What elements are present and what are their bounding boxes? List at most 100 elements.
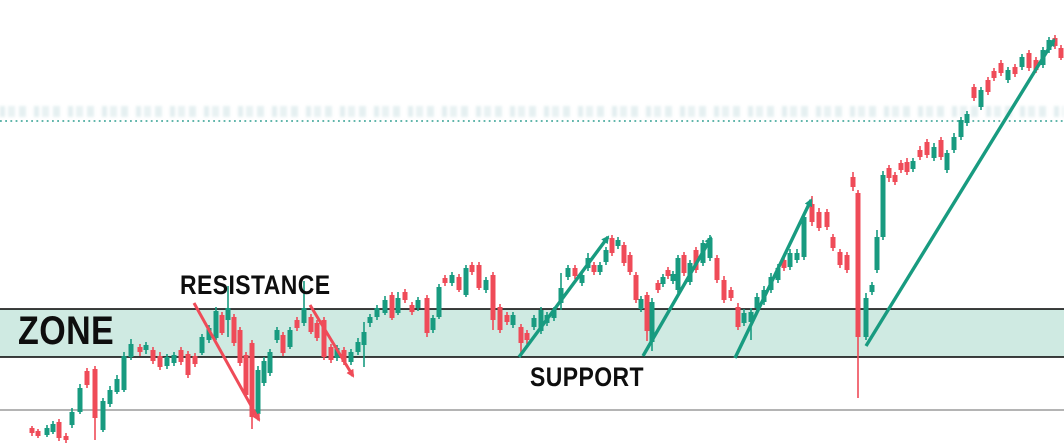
candle [436,284,442,319]
candle [490,272,496,330]
candle [638,296,644,312]
candle-body [121,356,127,390]
candle-body [255,370,261,414]
candle-body [35,431,41,436]
candle-body [675,258,681,290]
candle [675,255,681,293]
candle [728,287,734,301]
candle-body [430,318,436,330]
candle-body [107,390,113,404]
candle [261,357,267,386]
candle-body [92,369,98,418]
candle [328,344,334,363]
candle-body [334,348,340,358]
candle [964,111,970,126]
candle [424,295,430,337]
up-trend-arrow [864,38,1056,347]
candle-body [524,333,530,340]
candle [456,274,462,292]
candle [971,84,977,101]
candle-body [308,317,314,332]
candle [985,77,991,95]
candle-body [56,422,62,438]
candle-body [1005,70,1011,80]
candle [644,292,650,341]
candle-body [415,300,421,308]
candle-body [609,238,615,253]
candle-body [681,255,687,273]
candle-body [633,275,639,300]
candle [938,137,944,160]
candle-body [938,140,944,157]
candle [107,386,113,407]
candle-body [591,265,597,272]
candle-body [367,317,373,323]
candle-body [824,212,830,227]
candle-body [143,345,149,350]
candle-body [794,253,800,260]
candle-body [603,250,609,262]
candle-body [29,428,35,433]
candle-body [741,313,747,323]
resistance-label: RESISTANCE [180,270,331,300]
candle [524,330,530,344]
candle [665,267,671,279]
candle-body [809,204,815,222]
candle [157,352,163,370]
candle [898,160,904,173]
candle-body [436,287,442,317]
candle-body [442,278,448,283]
candle [874,230,880,273]
candle-body [328,347,334,360]
zone-fill [0,309,1064,357]
candle-body [665,270,671,276]
candle-body [294,320,300,328]
candle-body [572,268,578,276]
candle [255,366,261,417]
candle [199,334,205,355]
candle-body [985,80,991,92]
candle-body [237,330,243,363]
candle-body [185,354,191,375]
candle-body [469,265,475,272]
support-resistance-zone [0,308,1064,358]
candle-body [348,352,354,362]
candle [670,271,676,284]
candle-body [579,275,585,283]
candle-body [781,260,787,268]
candle-body [944,153,950,170]
candle [597,262,603,275]
candle-body [44,428,50,435]
candle-body [382,300,388,313]
candle [171,352,177,366]
candle-body [844,255,850,270]
candle [213,307,219,340]
support-label: SUPPORT [530,362,644,392]
candle [1019,54,1025,70]
candle-body [374,308,380,317]
candle-body [670,274,676,281]
candle-body [63,436,69,440]
candle [917,146,923,160]
candle [267,349,273,376]
candle-body [1058,48,1064,58]
candle-body [225,308,231,320]
candle [801,213,807,260]
candle [100,398,106,432]
candle [44,425,50,437]
candle-body [531,318,537,327]
candle-body [565,268,571,277]
candle [910,158,916,172]
candle [294,317,300,331]
candle [409,302,415,315]
candle [382,296,388,315]
candle [35,429,41,438]
candle-body [100,401,106,430]
candle [476,262,482,290]
candle-body [558,288,564,303]
candle [274,327,280,343]
candle [627,252,633,275]
candle [237,327,243,366]
candle [63,433,69,443]
candle [1005,67,1011,83]
